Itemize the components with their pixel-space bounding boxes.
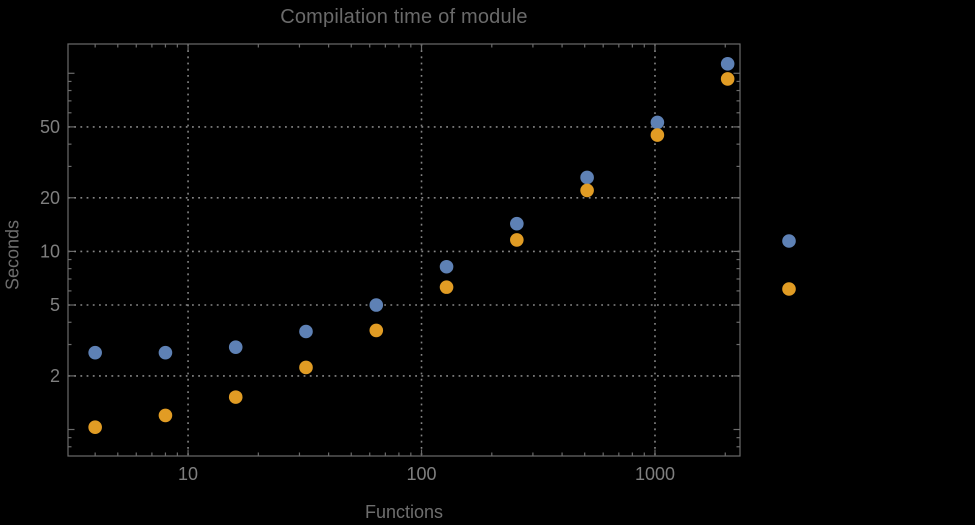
y-tick-label-10: 10: [40, 241, 60, 261]
y-tick-label-5: 5: [50, 295, 60, 315]
series-2-orange-point-x4: [88, 420, 102, 435]
y-tick-label-2: 2: [50, 366, 60, 386]
series-1-blue-point-x2048: [720, 57, 735, 71]
series-2-orange-point-x512: [580, 183, 594, 198]
series-1-blue-point-x256: [510, 216, 524, 231]
series-1-blue-point-x64: [369, 298, 384, 312]
y-tick-label-50: 50: [40, 117, 60, 137]
legend-marker-series-2-orange: [782, 282, 796, 296]
series-2-orange-point-x64: [369, 323, 384, 338]
plot-frame: [67, 43, 741, 457]
series-2-orange-point-x256: [510, 233, 524, 247]
chart-title: Compilation time of module: [280, 6, 528, 28]
series-1-blue-point-x1024: [650, 115, 665, 130]
series-1-blue-point-x16: [228, 340, 243, 354]
x-tick-label-10: 10: [178, 464, 198, 484]
series-2-orange-point-x1024: [650, 128, 665, 142]
series-1-blue-point-x512: [580, 170, 594, 185]
series-1-blue-point-x4: [88, 345, 102, 360]
y-tick-label-20: 20: [40, 188, 60, 208]
y-axis-label: Seconds: [2, 219, 23, 291]
series-1-blue-point-x32: [299, 324, 313, 339]
series-2-orange-point-x2048: [720, 72, 735, 86]
series-2-orange-point-x32: [299, 360, 313, 375]
x-tick-label-100: 100: [406, 464, 436, 484]
x-tick-label-1000: 1000: [635, 464, 675, 484]
legend-marker-series-1-blue: [782, 234, 796, 248]
series-2-orange-point-x16: [228, 390, 243, 404]
x-axis-label: Functions: [364, 502, 444, 522]
series-2-orange-point-x8: [158, 408, 173, 423]
series-2-orange-point-x128: [439, 280, 454, 294]
series-1-blue-point-x128: [439, 259, 454, 274]
series-1-blue-point-x8: [158, 345, 173, 360]
